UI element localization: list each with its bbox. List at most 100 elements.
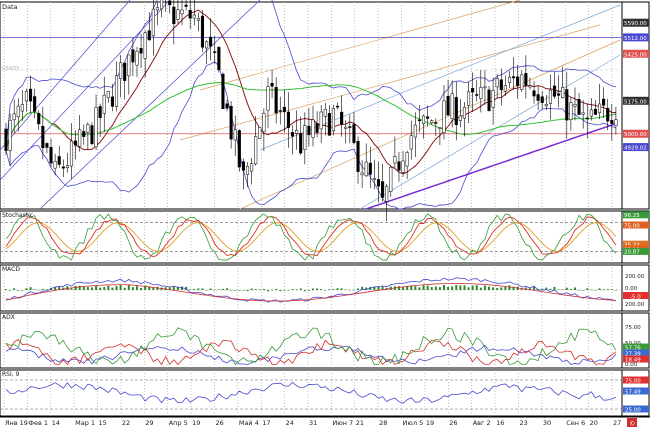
- macd-histogram-bar: [483, 285, 486, 290]
- candle-body: [241, 161, 245, 171]
- candle-body: [151, 8, 155, 37]
- macd-histogram-bar: [598, 288, 601, 290]
- candle-body: [589, 109, 593, 117]
- candle-body: [188, 9, 192, 19]
- candle-body: [37, 113, 41, 125]
- stochastic-tag-label: 20.87: [624, 250, 640, 256]
- candle-body: [585, 117, 589, 120]
- macd-histogram-bar: [586, 288, 589, 290]
- macd-histogram-bar: [426, 285, 429, 290]
- x-tick-label: Июл 5: [403, 419, 424, 427]
- candle-body: [438, 127, 442, 129]
- x-tick-label: 31: [309, 419, 317, 427]
- macd-histogram-bar: [414, 286, 417, 290]
- candle-body: [74, 140, 78, 146]
- candle-body: [237, 130, 241, 168]
- candle-body: [340, 111, 344, 125]
- candle-body: [33, 96, 37, 112]
- macd-histogram-bar: [254, 289, 257, 290]
- macd-histogram-bar: [303, 290, 306, 292]
- macd-histogram-bar: [201, 288, 204, 290]
- macd-histogram-bar: [99, 287, 102, 290]
- candle-body: [307, 125, 311, 136]
- price-tag-label: 5175.00: [624, 99, 647, 105]
- macd-histogram-bar: [557, 289, 560, 291]
- macd-histogram-bar: [221, 288, 224, 290]
- macd-histogram-bar: [135, 286, 138, 290]
- candle-body: [491, 90, 495, 108]
- candle-body: [147, 30, 151, 41]
- candle-body: [507, 76, 512, 83]
- macd-histogram-bar: [5, 289, 7, 290]
- candle-body: [196, 18, 200, 21]
- candle-body: [16, 105, 20, 117]
- price-tag: [623, 49, 649, 58]
- candle-body: [512, 76, 516, 79]
- macd-histogram-bar: [312, 288, 314, 290]
- macd-histogram-bar: [561, 289, 564, 290]
- macd-histogram-bar: [610, 289, 613, 290]
- candle-body: [462, 107, 467, 119]
- x-tick-label: Мар 1: [75, 419, 95, 427]
- macd-histogram-bar: [226, 288, 229, 290]
- candle-body: [266, 86, 270, 111]
- macd-tick-label: 200.00: [625, 302, 645, 308]
- candle-body: [221, 73, 225, 109]
- macd-histogram-bar: [504, 286, 507, 290]
- candle-body: [602, 98, 606, 106]
- candle-body: [606, 107, 610, 122]
- candle-body: [475, 94, 479, 96]
- macd-histogram-bar: [95, 286, 98, 290]
- adx-tag: [623, 355, 649, 363]
- fan-line: [0, 0, 131, 151]
- candle-body: [90, 125, 94, 144]
- x-tick-label: 14: [52, 419, 60, 427]
- macd-histogram-bar: [545, 287, 548, 290]
- x-tick-label: Фев 1: [28, 419, 48, 427]
- rsi-tag: [623, 376, 649, 384]
- adx-tag-label: 57.76: [625, 345, 641, 351]
- macd-histogram-bar: [381, 286, 384, 290]
- macd-histogram-bar: [172, 286, 175, 290]
- candle-body: [385, 186, 389, 202]
- x-tick-label: 28: [379, 419, 387, 427]
- macd-histogram-bar: [103, 287, 106, 290]
- price-tag-label: 5000.00: [624, 132, 647, 138]
- x-tick-label: 19: [426, 419, 434, 427]
- macd-histogram-bar: [230, 289, 233, 291]
- macd-histogram-bar: [131, 287, 134, 290]
- fan-line: [199, 0, 521, 91]
- macd-histogram-bar: [406, 286, 409, 290]
- bollinger-lower-line: [5, 61, 617, 210]
- candle-body: [78, 129, 82, 147]
- x-tick-label: 26: [449, 419, 457, 427]
- macd-histogram-bar: [606, 289, 609, 290]
- macd-histogram-bar: [324, 290, 327, 291]
- candle-body: [49, 147, 53, 164]
- candle-body: [127, 54, 131, 77]
- macd-histogram-bar: [508, 285, 511, 290]
- macd-histogram-bar: [320, 289, 323, 290]
- macd-histogram-bar: [442, 284, 445, 290]
- adx-tag-label: 18.49: [625, 357, 641, 363]
- candle-body: [364, 161, 368, 177]
- macd-histogram-bar: [217, 289, 220, 290]
- macd-histogram-bar: [41, 288, 44, 290]
- series-name-label: USAD5: [2, 66, 19, 72]
- macd-tag-label: -5.0: [630, 294, 641, 300]
- panel-stoch: [0, 210, 650, 264]
- macd-histogram-bar: [74, 285, 77, 290]
- candle-body: [552, 85, 557, 97]
- macd-histogram-bar: [262, 288, 265, 290]
- macd-histogram-bar: [189, 289, 192, 291]
- rsi-title: RSI, 9: [2, 371, 20, 378]
- candle-body: [86, 124, 90, 133]
- stochastic-tag-label: 96.25: [624, 213, 640, 219]
- candle-body: [250, 163, 254, 172]
- candle-body: [135, 51, 139, 66]
- x-tick-label: 17: [262, 419, 270, 427]
- candle-body: [8, 120, 12, 151]
- stochastic-k-line: [5, 213, 617, 261]
- bollinger-upper-line: [5, 0, 616, 151]
